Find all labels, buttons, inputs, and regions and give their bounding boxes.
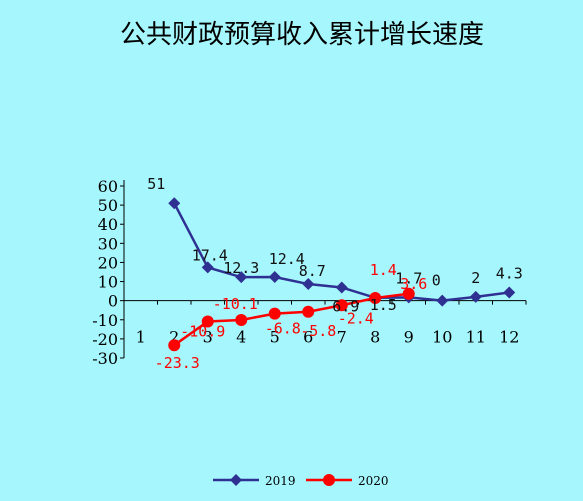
x-tick-label: 4: [236, 328, 246, 347]
chart-title: 公共财政预算收入累计增长速度: [120, 20, 484, 50]
data-label: -5.8: [300, 322, 336, 340]
data-label: 6.9: [332, 297, 359, 315]
axes: [120, 180, 527, 359]
data-label: -10.1: [213, 295, 258, 313]
data-label: 4.3: [496, 264, 523, 282]
data-labels: 51 17.412.3 12.48.7 6.9 1.5 1.7 0 2 4.3 -23.3 -10.…: [147, 175, 523, 372]
y-tick-label: 20: [98, 253, 118, 272]
data-label: 3.6: [400, 275, 427, 293]
data-label: -6.8: [265, 320, 301, 338]
data-label: 1.5: [370, 296, 397, 314]
data-point: [302, 305, 315, 318]
y-tick-label: 40: [98, 215, 118, 234]
data-point: [436, 294, 449, 307]
data-label: -2.4: [338, 309, 374, 327]
x-tick-label: 6: [303, 328, 313, 347]
data-label: -23.3: [155, 354, 200, 372]
y-tick-label: -10: [92, 311, 118, 330]
data-label: 8.7: [299, 262, 326, 280]
data-label: 1.7: [395, 269, 422, 287]
data-point: [168, 339, 181, 352]
y-tick-label: 50: [98, 196, 118, 215]
series-layer: [168, 197, 516, 352]
y-tick-label: 10: [98, 273, 118, 292]
data-point: [503, 286, 516, 299]
y-tick-label: 0: [108, 292, 118, 311]
y-tick-label: -20: [92, 330, 118, 349]
legend-label: 2019: [265, 474, 296, 488]
data-point: [168, 197, 181, 210]
series-2020: [168, 287, 415, 352]
data-point: [335, 299, 348, 312]
legend: 2019 2020: [213, 474, 389, 488]
x-tick-label: 9: [404, 328, 414, 347]
data-point: [402, 287, 415, 300]
data-label: 2: [471, 269, 480, 287]
y-tick-label: 60: [98, 177, 118, 196]
x-tick-label: 1: [136, 328, 146, 347]
x-axis-tick-labels: 1 2 3 4 5 6 7 8 9 10 11 12: [136, 328, 520, 347]
data-point: [302, 278, 315, 291]
data-label: -10.9: [180, 322, 225, 340]
x-tick-label: 5: [270, 328, 280, 347]
data-point: [201, 261, 214, 274]
data-point: [335, 281, 348, 294]
data-point: [235, 313, 248, 326]
x-tick-label: 12: [499, 328, 519, 347]
data-label: 51: [147, 175, 165, 193]
data-point: [235, 271, 248, 284]
data-point: [230, 474, 242, 486]
x-tick-label: 7: [337, 328, 347, 347]
x-tick-label: 3: [203, 328, 213, 347]
y-tick-label: 30: [98, 234, 118, 253]
data-label: 1.4: [370, 261, 397, 279]
data-point: [268, 270, 281, 283]
legend-label: 2020: [358, 474, 389, 488]
data-point: [201, 315, 214, 328]
y-tick-label: -30: [92, 349, 118, 368]
x-tick-label: 10: [432, 328, 452, 347]
data-point: [268, 307, 281, 320]
x-tick-label: 2: [169, 328, 179, 347]
data-label: 12.4: [269, 250, 305, 268]
data-label: 12.3: [223, 259, 259, 277]
data-point: [323, 474, 335, 486]
x-tick-label: 8: [370, 328, 380, 347]
data-point: [369, 291, 382, 304]
data-point: [469, 290, 482, 303]
x-tick-label: 11: [466, 328, 486, 347]
data-label: 0: [432, 272, 441, 290]
data-label: 17.4: [192, 246, 228, 264]
